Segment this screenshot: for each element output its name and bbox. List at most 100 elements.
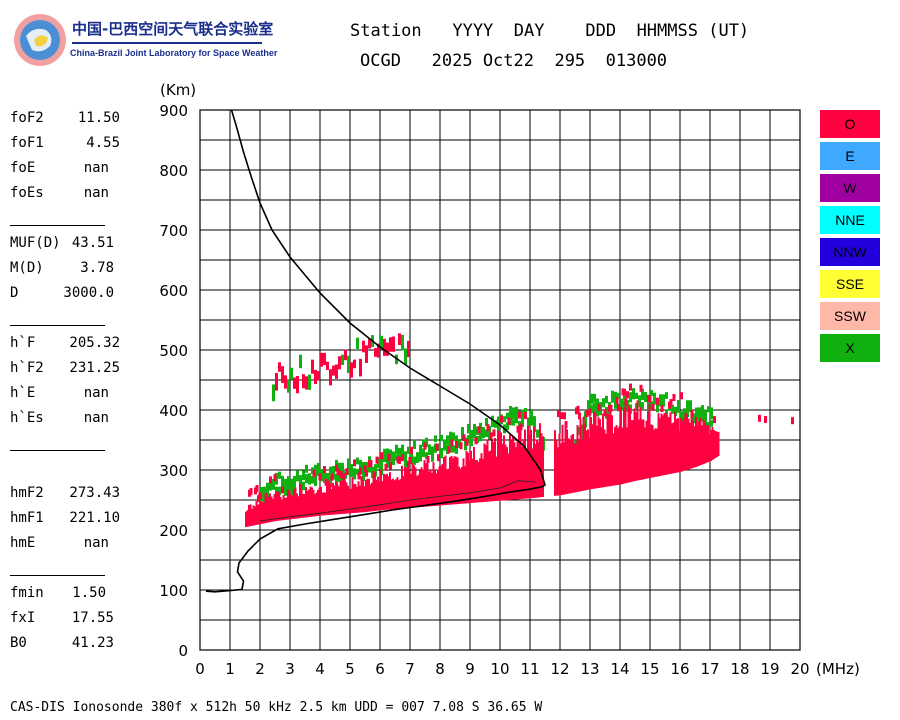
x-echo-mark [452, 445, 455, 453]
o-echo-mark [522, 439, 525, 499]
o-echo-speckle [609, 404, 613, 412]
header-line-1: Station YYYY DAY DDD HHMMSS (UT) [350, 21, 750, 41]
o-echo-speckle [713, 416, 716, 424]
x-echo-mark [302, 481, 305, 491]
x-echo-mark [632, 389, 635, 400]
y-tick-label: 300 [159, 462, 188, 480]
o-echo-mark [356, 486, 358, 513]
o-echo-mark [606, 413, 609, 487]
param-value: nan [83, 185, 109, 201]
o-high-echo-mark [302, 374, 305, 389]
o-echo-mark [374, 472, 376, 511]
param-value: 41.23 [71, 635, 114, 651]
o-high-echo-mark [314, 369, 317, 385]
x-echo-mark [635, 392, 638, 399]
x-echo-mark [440, 434, 443, 442]
o-echo-mark [399, 479, 402, 509]
o-echo-mark [458, 466, 460, 504]
o-high-echo-mark [377, 343, 380, 358]
x-echo-mark [329, 466, 332, 476]
o-echo-mark [329, 483, 331, 515]
x-echo-mark [338, 462, 341, 473]
o-echo-mark [383, 473, 385, 510]
o-echo-mark [504, 444, 507, 501]
o-echo-mark [540, 433, 543, 498]
param-separator [10, 575, 105, 576]
o-echo-mark [279, 496, 282, 521]
o-echo-speckle [474, 437, 478, 445]
x-echo-mark [584, 417, 587, 428]
x-echo-mark [440, 447, 443, 459]
o-echo-speckle [597, 403, 601, 411]
o-echo-mark [605, 433, 607, 487]
param-label: fmin [10, 585, 44, 601]
x-echo-mark [596, 405, 599, 417]
o-echo-mark [302, 493, 304, 518]
x-echo-mark [335, 459, 338, 468]
o-echo-speckle [387, 453, 391, 461]
o-echo-mark [434, 469, 436, 506]
o-echo-mark [516, 440, 519, 500]
echo-traces [245, 333, 794, 527]
o-echo-mark [348, 489, 351, 514]
x-echo-mark [710, 407, 713, 420]
x-echo-mark [710, 420, 713, 427]
param-label: B0 [10, 635, 27, 651]
o-echo-speckle [764, 416, 767, 423]
x-tick-label: 5 [345, 660, 355, 678]
o-echo-mark [704, 422, 706, 464]
o-echo-mark [440, 465, 442, 506]
x-echo-mark [290, 478, 293, 487]
y-tick-label: 200 [159, 522, 188, 540]
o-echo-mark [309, 486, 312, 517]
o-echo-speckle [564, 421, 568, 429]
o-echo-mark [326, 480, 328, 516]
x-echo-mark [530, 410, 533, 420]
o-high-echo-mark [293, 377, 296, 389]
o-echo-mark [636, 400, 639, 481]
o-echo-mark [449, 457, 451, 505]
x-echo-mark [674, 406, 677, 416]
o-echo-speckle [518, 411, 521, 419]
x-echo-mark [698, 407, 701, 419]
o-echo-mark [689, 422, 691, 469]
o-echo-mark [441, 463, 444, 506]
o-echo-mark [410, 473, 412, 508]
o-echo-speckle [656, 397, 659, 405]
o-echo-mark [273, 493, 276, 522]
o-echo-speckle [516, 425, 520, 433]
o-echo-mark [255, 501, 258, 525]
globe-icon [14, 14, 66, 66]
o-echo-mark [576, 425, 579, 492]
o-high-echo-mark [335, 364, 338, 379]
param-label: D [10, 285, 19, 301]
x-echo-mark [512, 419, 515, 426]
x-tick-label: 4 [315, 660, 325, 678]
o-high-echo-mark [323, 352, 326, 366]
o-echo-mark [471, 458, 474, 503]
o-echo-speckle [365, 469, 368, 477]
o-echo-mark [588, 437, 591, 490]
param-label: hmF2 [10, 485, 44, 501]
o-echo-mark [672, 422, 675, 474]
o-echo-mark [515, 447, 517, 500]
o-echo-mark [626, 427, 628, 483]
o-echo-mark [500, 432, 502, 501]
o-echo-mark [459, 468, 462, 504]
o-echo-mark [710, 430, 712, 461]
o-echo-mark [470, 450, 472, 503]
x-echo-mark [533, 416, 536, 428]
o-echo-mark [651, 424, 654, 478]
x-tick-label: 17 [700, 660, 719, 678]
o-echo-mark [495, 456, 498, 501]
o-echo-mark [404, 466, 406, 509]
o-echo-speckle [437, 454, 440, 462]
o-echo-speckle [401, 454, 404, 462]
o-echo-mark [654, 428, 657, 477]
o-echo-speckle [426, 455, 430, 463]
o-echo-mark [612, 433, 615, 486]
o-high-echo-mark [356, 337, 359, 349]
o-echo-speckle [507, 417, 511, 425]
x-echo-mark [287, 483, 290, 494]
